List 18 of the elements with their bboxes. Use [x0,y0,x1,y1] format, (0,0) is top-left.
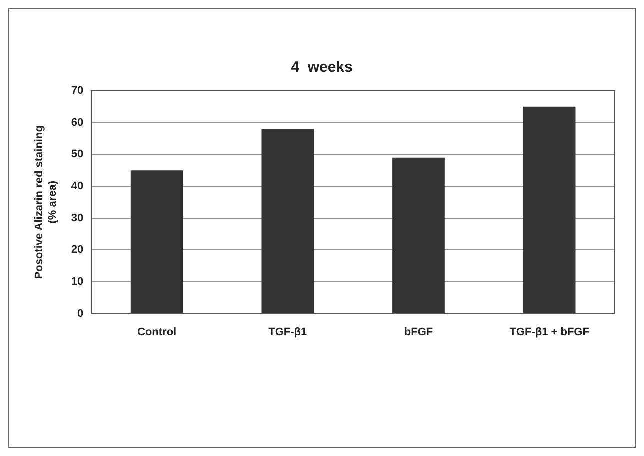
x-tick-label: TGF-β1 + bFGF [510,326,590,338]
x-tick-label: Control [138,326,177,338]
bar [130,170,184,314]
chart-title: 4 weeks [291,59,353,76]
y-tick-label: 30 [71,212,84,224]
y-tick-label: 10 [71,276,84,288]
y-tick-label: 0 [78,308,84,320]
bar [262,129,314,314]
y-tick-label: 40 [71,180,84,193]
y-tick-label: 20 [71,244,84,256]
bar [392,158,445,314]
bar [523,106,576,314]
y-axis-title: Posotive Alizarin red staining (% area) [34,126,59,280]
y-tick-label: 50 [71,148,84,161]
y-tick-label: 70 [71,85,84,98]
x-tick-label: TGF-β1 [268,326,308,338]
x-tick-label: bFGF [404,326,434,338]
y-tick-label: 60 [71,116,84,129]
